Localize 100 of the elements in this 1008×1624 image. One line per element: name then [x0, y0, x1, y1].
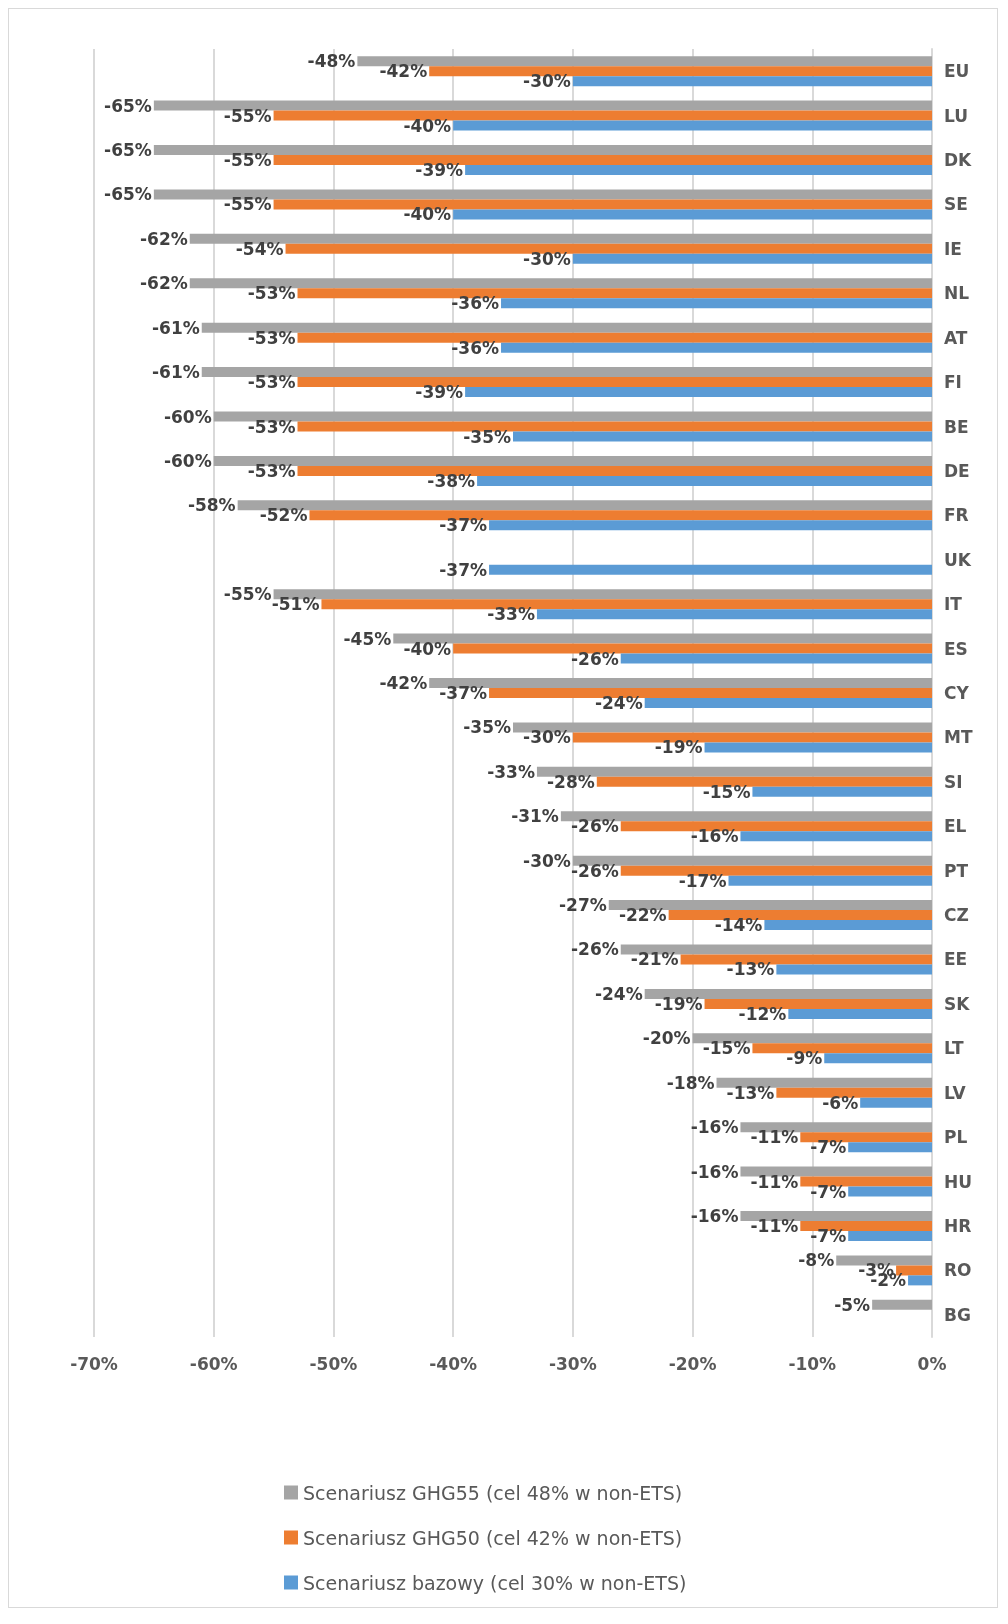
- y-tick-label: PL: [944, 1127, 968, 1148]
- data-label: -18%: [666, 1072, 715, 1093]
- data-label: -27%: [559, 895, 607, 916]
- data-label: -55%: [223, 194, 272, 215]
- x-tick-label: -40%: [429, 1353, 478, 1374]
- data-label: -12%: [738, 1003, 787, 1024]
- y-tick-label: HR: [944, 1215, 972, 1236]
- x-tick-label: 0%: [917, 1353, 947, 1374]
- data-label: -62%: [140, 228, 188, 249]
- data-label: -17%: [678, 870, 727, 891]
- y-tick-label: EE: [944, 949, 968, 970]
- y-tick-label: ES: [944, 638, 968, 659]
- data-label: -20%: [642, 1028, 691, 1049]
- y-tick-label: BE: [944, 416, 969, 437]
- data-label: -62%: [140, 273, 188, 294]
- data-label: -53%: [247, 416, 296, 437]
- data-label: -7%: [810, 1181, 847, 1202]
- data-label: -16%: [690, 1117, 739, 1138]
- x-tick-label: -50%: [309, 1353, 358, 1374]
- y-tick-label: PT: [944, 860, 969, 881]
- data-label: -26%: [570, 648, 619, 669]
- data-label: -40%: [403, 204, 452, 225]
- x-tick-label: -60%: [189, 1353, 238, 1374]
- data-label: -36%: [451, 293, 500, 314]
- data-label: -38%: [427, 470, 476, 491]
- data-label: -60%: [163, 450, 212, 471]
- y-tick-label: RO: [944, 1260, 972, 1281]
- data-label: -13%: [726, 1082, 775, 1103]
- y-tick-label: LV: [944, 1082, 967, 1103]
- data-label: -61%: [151, 362, 200, 383]
- y-tick-label: IE: [944, 238, 962, 259]
- y-tick-label: EL: [944, 816, 967, 837]
- data-label: -26%: [570, 816, 619, 837]
- data-label: -42%: [379, 673, 428, 693]
- data-label: -24%: [594, 983, 643, 1004]
- data-label: -65%: [104, 184, 152, 205]
- data-label: -39%: [415, 382, 464, 403]
- data-label: -40%: [403, 638, 452, 659]
- data-label: -35%: [463, 717, 511, 738]
- data-label: -31%: [511, 806, 559, 827]
- data-label: -30%: [523, 248, 571, 269]
- data-label: -51%: [271, 594, 320, 615]
- data-label: -16%: [690, 1161, 739, 1182]
- y-tick-label: SI: [944, 771, 963, 792]
- data-label: -48%: [307, 51, 356, 72]
- y-tick-label: BG: [944, 1304, 971, 1325]
- x-tick-label: -70%: [70, 1353, 118, 1374]
- data-label: -16%: [690, 826, 739, 847]
- data-label: -9%: [786, 1048, 823, 1069]
- y-tick-label: FI: [944, 372, 962, 393]
- data-label: -37%: [439, 683, 488, 703]
- data-label: -58%: [187, 495, 236, 516]
- data-label: -15%: [702, 1038, 751, 1059]
- data-label: -11%: [750, 1215, 799, 1236]
- data-label: -53%: [247, 460, 296, 481]
- data-label: -33%: [487, 761, 535, 782]
- y-tick-label: UK: [944, 549, 972, 570]
- data-label: -65%: [104, 140, 152, 161]
- data-label: -40%: [403, 115, 452, 136]
- x-tick-label: -30%: [548, 1353, 597, 1374]
- x-tick-label: -20%: [668, 1353, 717, 1374]
- data-label: -19%: [654, 993, 703, 1014]
- data-label: -21%: [630, 949, 679, 970]
- data-label: -24%: [594, 693, 643, 713]
- y-tick-label: SE: [944, 194, 968, 215]
- data-label: -8%: [798, 1250, 835, 1271]
- y-tick-label: LU: [944, 105, 969, 126]
- y-tick-label: LT: [944, 1038, 965, 1059]
- data-label: -26%: [570, 939, 619, 960]
- legend-label: Scenariusz GHG50 (cel 42% w non-ETS): [303, 1526, 683, 1549]
- data-label: -53%: [247, 327, 296, 348]
- data-label: -16%: [690, 1205, 739, 1226]
- data-label: -30%: [523, 71, 571, 92]
- data-label: -55%: [223, 150, 272, 171]
- data-label: -39%: [415, 160, 464, 181]
- data-label: -15%: [702, 781, 751, 802]
- data-label: -53%: [247, 283, 296, 304]
- data-label: -33%: [487, 604, 535, 625]
- y-tick-label: HU: [944, 1171, 973, 1192]
- data-label: -11%: [750, 1171, 799, 1192]
- y-tick-label: DE: [944, 460, 970, 481]
- data-label: -11%: [750, 1127, 799, 1148]
- data-label: -55%: [223, 105, 272, 126]
- data-label: -45%: [343, 628, 392, 649]
- data-label: -52%: [259, 505, 308, 526]
- data-label: -35%: [463, 426, 511, 447]
- legend-label: Scenariusz GHG55 (cel 48% w non-ETS): [303, 1481, 683, 1504]
- data-label: -22%: [618, 905, 667, 926]
- data-label: -7%: [810, 1137, 847, 1158]
- data-label: -19%: [654, 737, 703, 758]
- data-label: -53%: [247, 372, 296, 393]
- data-label: -54%: [235, 238, 284, 259]
- y-tick-label: NL: [944, 283, 970, 304]
- x-tick-label: -10%: [788, 1353, 837, 1374]
- data-label: -37%: [439, 559, 488, 580]
- data-label: -26%: [570, 860, 619, 881]
- data-label: -7%: [810, 1225, 847, 1246]
- y-tick-label: CY: [944, 683, 970, 703]
- data-label: -42%: [379, 61, 428, 82]
- y-tick-label: DK: [944, 150, 973, 171]
